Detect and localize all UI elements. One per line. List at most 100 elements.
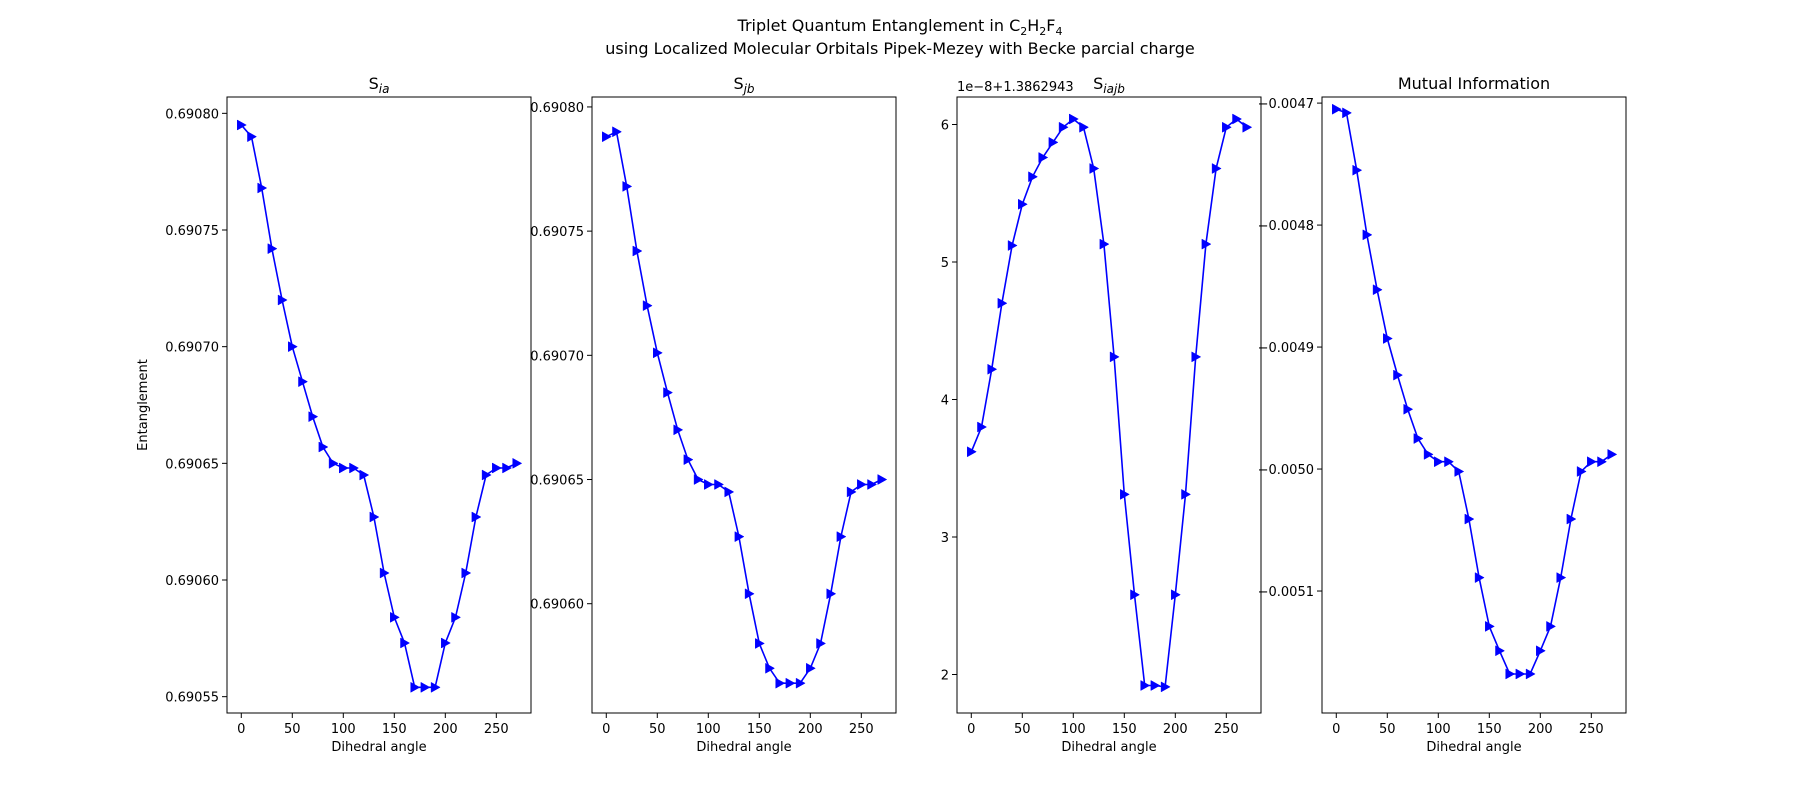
x-tick-label: 100 <box>1061 722 1086 737</box>
y-tick-label: 0.69070 <box>530 349 584 364</box>
data-point <box>1109 351 1120 363</box>
figure-title-line1: Triplet Quantum Entanglement in C2H2F4 <box>737 16 1063 38</box>
data-point <box>612 126 622 138</box>
x-axis-label: Dihedral angle <box>1061 740 1156 755</box>
data-point <box>1362 229 1373 241</box>
axes-frame <box>591 96 897 714</box>
data-point <box>512 457 523 469</box>
y-tick-label: 2 <box>941 669 949 684</box>
data-point <box>277 294 288 306</box>
data-point <box>308 411 319 423</box>
data-point <box>1352 164 1363 176</box>
data-point <box>1383 333 1393 344</box>
data-point <box>400 637 411 649</box>
data-point <box>1372 284 1383 296</box>
subplot-title: Siajb <box>1093 74 1125 96</box>
axes-frame <box>956 96 1262 714</box>
data-point <box>359 469 370 481</box>
x-tick-label: 150 <box>382 722 407 737</box>
data-point <box>267 243 278 255</box>
data-point <box>744 588 755 600</box>
subplot-title-sub: jb <box>742 82 755 96</box>
data-point <box>977 421 987 433</box>
y-offset-text: 1e−8+1.3862943 <box>957 80 1074 95</box>
data-point <box>836 531 847 543</box>
y-tick-label: 0.69080 <box>165 107 219 122</box>
series-line <box>240 124 518 689</box>
data-point <box>1160 681 1171 693</box>
y-tick-label: 0.69065 <box>165 457 219 472</box>
data-point <box>410 681 421 693</box>
y-tick-label: 0.69070 <box>165 341 219 356</box>
data-point <box>1444 456 1455 468</box>
data-point <box>318 441 329 453</box>
data-point <box>471 511 482 523</box>
data-point <box>1607 448 1618 460</box>
data-point <box>785 677 796 689</box>
data-point <box>1434 456 1444 468</box>
data-point <box>1515 668 1526 680</box>
subplot-1: Sia 0 50 100 150 200 250 0.69055 0.69060 0.69065 0… <box>136 74 532 755</box>
data-point <box>1597 456 1608 468</box>
data-point <box>1413 433 1424 444</box>
data-point <box>1505 668 1516 680</box>
x-tick-label: 200 <box>1528 722 1553 737</box>
data-point <box>1038 152 1049 163</box>
x-tick-label: 150 <box>1112 722 1137 737</box>
data-point <box>349 462 360 474</box>
data-point <box>1079 121 1090 133</box>
data-point <box>420 681 431 693</box>
data-point <box>1403 403 1414 415</box>
data-point <box>1028 171 1039 183</box>
data-point <box>1576 466 1587 477</box>
data-point <box>704 479 714 490</box>
y-tick-label: −0.0049 <box>1258 341 1314 356</box>
data-point <box>1150 680 1161 691</box>
y-tick-label: 4 <box>941 394 949 409</box>
data-point <box>492 462 502 474</box>
subplot-title-sub: iajb <box>1103 82 1125 96</box>
y-tick-label: 0.69055 <box>165 691 219 706</box>
x-tick-label: 0 <box>602 722 610 737</box>
data-point <box>683 454 694 466</box>
y-tick-label: 0.69065 <box>530 474 584 489</box>
series-line <box>970 117 1248 688</box>
subplot-title-sub: ia <box>379 82 390 96</box>
data-point <box>755 638 765 649</box>
data-point <box>1069 113 1079 125</box>
data-point <box>369 511 380 523</box>
data-point <box>1089 163 1100 174</box>
data-point <box>1464 513 1475 525</box>
data-point <box>673 424 684 436</box>
data-point <box>451 611 462 623</box>
y-axis-label: Entanglement <box>136 359 151 451</box>
data-point <box>1495 645 1506 657</box>
x-tick-label: 50 <box>1014 722 1031 737</box>
x-tick-label: 100 <box>1426 722 1451 737</box>
x-tick-label: 250 <box>484 722 509 737</box>
data-point <box>816 638 827 649</box>
y-tick-label: −0.0047 <box>1258 97 1314 112</box>
data-point <box>1232 113 1243 125</box>
subplot-title-main: S <box>1093 74 1103 93</box>
y-tick-label: −0.0051 <box>1258 585 1314 600</box>
data-point <box>775 677 786 689</box>
subplots: Sia 0 50 100 150 200 250 0.69055 0.69060 0.69065 0… <box>136 74 1627 755</box>
data-point <box>867 479 878 490</box>
x-tick-label: 100 <box>696 722 721 737</box>
y-tick-label: 6 <box>941 119 949 134</box>
y-tick-label: 0.69060 <box>165 574 219 589</box>
data-point <box>632 245 643 257</box>
data-point <box>1007 240 1018 251</box>
axes-frame <box>1321 96 1627 714</box>
data-point <box>714 479 725 490</box>
data-point <box>663 387 674 399</box>
data-point <box>1485 620 1495 632</box>
data-point <box>441 637 451 649</box>
x-tick-label: 0 <box>237 722 245 737</box>
data-point <box>1566 513 1577 525</box>
data-point <box>693 474 704 485</box>
data-point <box>1536 645 1546 657</box>
data-point <box>1058 121 1069 133</box>
